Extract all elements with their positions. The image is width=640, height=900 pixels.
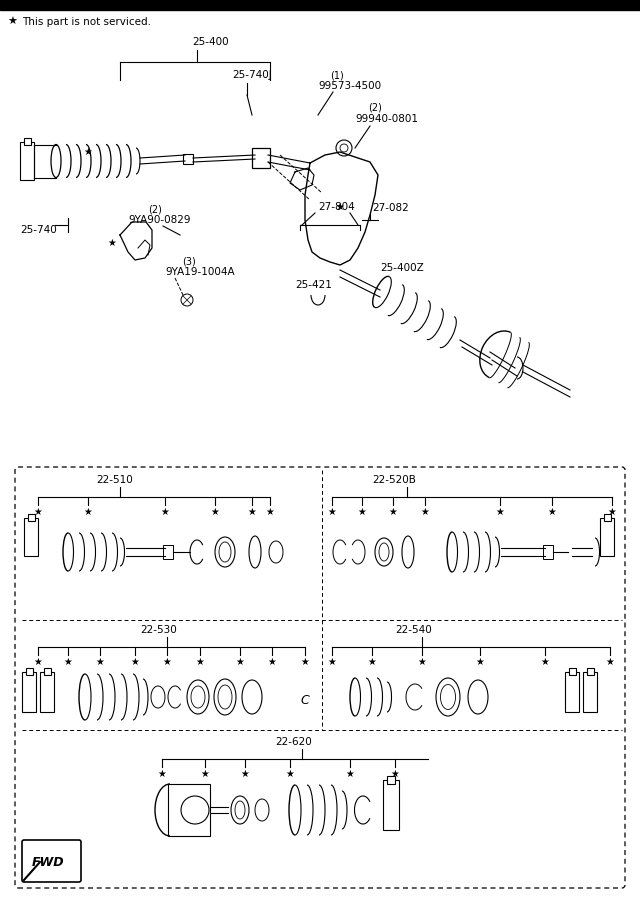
Text: ★: ★ — [248, 507, 257, 517]
Text: ★: ★ — [84, 507, 92, 517]
Text: (2): (2) — [368, 103, 382, 113]
Text: 9YA90-0829: 9YA90-0829 — [128, 215, 191, 225]
Text: ★: ★ — [108, 238, 116, 248]
Text: 22-540: 22-540 — [395, 625, 432, 635]
Bar — [40, 672, 54, 712]
Text: ★: ★ — [418, 657, 426, 667]
Text: ★: ★ — [358, 507, 366, 517]
Text: 25-740J: 25-740J — [232, 70, 272, 80]
Text: ★: ★ — [34, 657, 42, 667]
Text: ★: ★ — [328, 657, 337, 667]
Bar — [28, 514, 35, 521]
Text: (2): (2) — [148, 205, 162, 215]
Text: ★: ★ — [346, 769, 355, 779]
Text: ★: ★ — [236, 657, 244, 667]
Text: 22-530: 22-530 — [140, 625, 177, 635]
Text: ★: ★ — [200, 769, 209, 779]
Text: ★: ★ — [541, 657, 549, 667]
Text: ★: ★ — [34, 507, 42, 517]
Bar — [565, 672, 579, 712]
Text: ★: ★ — [607, 507, 616, 517]
Text: ★: ★ — [388, 507, 397, 517]
Text: ★: ★ — [476, 657, 484, 667]
Text: 25-400Z: 25-400Z — [380, 263, 424, 273]
Text: 22-510: 22-510 — [96, 475, 132, 485]
Bar — [163, 545, 173, 559]
Bar — [383, 780, 399, 830]
Bar — [44, 668, 51, 675]
Text: ★: ★ — [84, 147, 92, 157]
Bar — [604, 514, 611, 521]
Text: ★: ★ — [495, 507, 504, 517]
Text: (1): (1) — [330, 70, 344, 80]
Bar — [543, 545, 553, 559]
Text: ★: ★ — [95, 657, 104, 667]
Text: ★: ★ — [335, 202, 344, 212]
Bar — [26, 668, 33, 675]
Text: ★: ★ — [390, 769, 399, 779]
Text: ★: ★ — [420, 507, 429, 517]
Text: ★: ★ — [196, 657, 204, 667]
Text: 25-740: 25-740 — [20, 225, 57, 235]
Bar — [583, 672, 597, 712]
Text: C: C — [301, 694, 309, 706]
Text: ★: ★ — [301, 657, 309, 667]
Text: FWD: FWD — [32, 856, 64, 868]
Text: This part is not serviced.: This part is not serviced. — [22, 17, 151, 27]
Text: ★: ★ — [328, 507, 337, 517]
Text: 25-400: 25-400 — [192, 37, 228, 47]
Text: ★: ★ — [266, 507, 275, 517]
Bar — [168, 784, 210, 836]
Text: 22-520B: 22-520B — [372, 475, 416, 485]
Bar — [183, 154, 193, 164]
Text: ★: ★ — [605, 657, 614, 667]
Bar — [569, 668, 576, 675]
Bar — [600, 518, 614, 556]
Text: 27-082: 27-082 — [372, 203, 409, 213]
Text: ★: ★ — [211, 507, 220, 517]
Text: ★: ★ — [163, 657, 172, 667]
Bar — [24, 518, 38, 556]
Text: ★: ★ — [285, 769, 294, 779]
Bar — [20, 142, 34, 180]
Text: ★: ★ — [268, 657, 276, 667]
Text: ★: ★ — [241, 769, 250, 779]
Text: ★: ★ — [131, 657, 140, 667]
Text: ★: ★ — [548, 507, 556, 517]
Text: ★: ★ — [157, 769, 166, 779]
Text: ★: ★ — [161, 507, 170, 517]
Text: 22-620: 22-620 — [275, 737, 312, 747]
Bar — [587, 668, 594, 675]
Text: ★: ★ — [63, 657, 72, 667]
Bar — [252, 148, 270, 168]
Bar — [0, 0, 640, 10]
Text: ★: ★ — [7, 17, 17, 27]
Bar — [24, 138, 31, 145]
Text: 25-421: 25-421 — [295, 280, 332, 290]
Text: 9YA19-1004A: 9YA19-1004A — [165, 267, 235, 277]
Text: 27-804: 27-804 — [318, 202, 355, 212]
Bar — [387, 776, 395, 784]
Bar — [22, 672, 36, 712]
Text: ★: ★ — [367, 657, 376, 667]
Text: (3): (3) — [182, 257, 196, 267]
Text: 99573-4500: 99573-4500 — [318, 81, 381, 91]
Text: 99940-0801: 99940-0801 — [355, 114, 418, 124]
